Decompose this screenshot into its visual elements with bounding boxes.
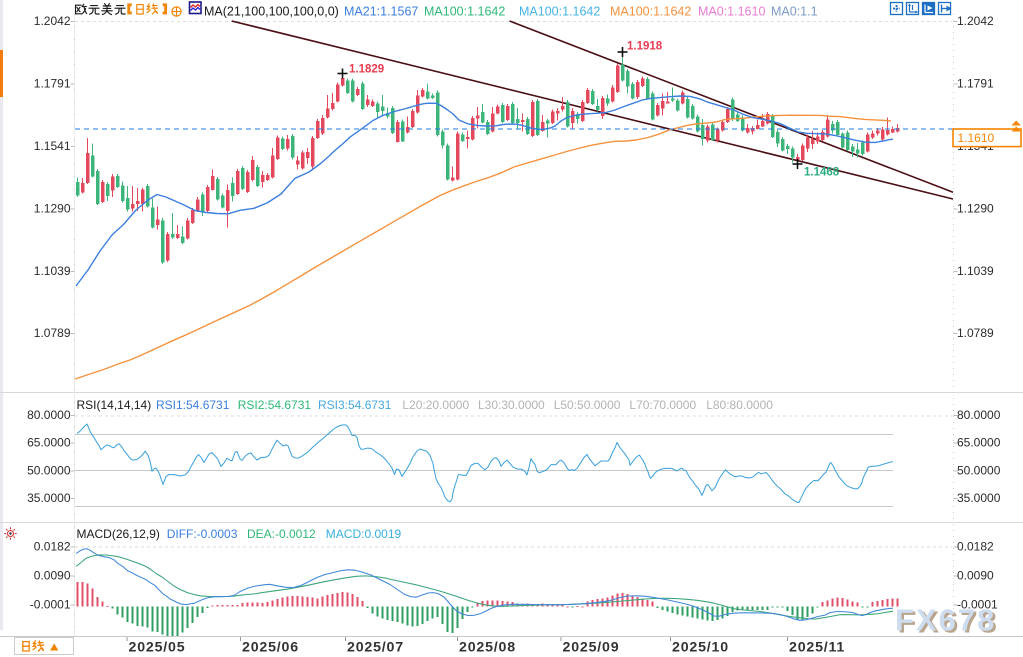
svg-text:1.1468: 1.1468: [804, 167, 840, 179]
svg-text:35.0000: 35.0000: [957, 491, 1001, 505]
svg-text:2025/08: 2025/08: [459, 640, 516, 656]
svg-text:1.0789: 1.0789: [34, 326, 71, 340]
svg-text:MA100:1.1642: MA100:1.1642: [610, 5, 691, 19]
svg-text:FX678: FX678: [898, 605, 999, 640]
svg-text:1.2042: 1.2042: [957, 14, 994, 28]
svg-text:RSI3:54.6731: RSI3:54.6731: [318, 398, 392, 412]
svg-text:2025/07: 2025/07: [347, 640, 404, 656]
svg-text:35.0000: 35.0000: [27, 491, 71, 505]
svg-text:1.0789: 1.0789: [957, 326, 994, 340]
svg-text:1.1791: 1.1791: [34, 77, 71, 91]
svg-text:MA0:1.1: MA0:1.1: [771, 5, 818, 19]
svg-text:MACD(26,12,9): MACD(26,12,9): [77, 527, 160, 541]
svg-text:-0.0001: -0.0001: [957, 597, 998, 611]
svg-text:1.1610: 1.1610: [958, 131, 995, 145]
svg-text:1.1039: 1.1039: [34, 264, 71, 278]
svg-text:80.0000: 80.0000: [27, 408, 71, 422]
svg-text:2025/09: 2025/09: [563, 640, 620, 656]
svg-text:RSI1:54.6731: RSI1:54.6731: [156, 398, 230, 412]
svg-text:MA100:1.1642: MA100:1.1642: [519, 5, 600, 19]
svg-text:50.0000: 50.0000: [27, 464, 71, 478]
svg-text:DIFF:-0.0003: DIFF:-0.0003: [167, 527, 238, 541]
svg-text:1.1541: 1.1541: [34, 139, 71, 153]
svg-text:0.0090: 0.0090: [957, 568, 994, 582]
svg-text:L80:80.0000: L80:80.0000: [706, 398, 773, 412]
svg-text:1.2042: 1.2042: [34, 14, 71, 28]
svg-text:RSI2:54.6731: RSI2:54.6731: [238, 398, 312, 412]
svg-text:2025/10: 2025/10: [672, 640, 729, 656]
svg-text:80.0000: 80.0000: [957, 408, 1001, 422]
svg-text:65.0000: 65.0000: [957, 436, 1001, 450]
svg-text:2025/05: 2025/05: [129, 640, 186, 656]
svg-text:RSI(14,14,14): RSI(14,14,14): [77, 398, 152, 412]
svg-text:2025/11: 2025/11: [789, 640, 845, 656]
svg-text:0.0182: 0.0182: [957, 539, 994, 553]
svg-text:1.1290: 1.1290: [34, 202, 71, 216]
svg-text:0.0182: 0.0182: [34, 539, 71, 553]
svg-text:2025/06: 2025/06: [242, 640, 299, 656]
svg-text:1.1918: 1.1918: [627, 41, 663, 53]
svg-text:1.1791: 1.1791: [957, 77, 994, 91]
svg-text:L20:20.0000: L20:20.0000: [402, 398, 469, 412]
svg-text:0.0090: 0.0090: [34, 568, 71, 582]
svg-text:MA0:1.1610: MA0:1.1610: [698, 5, 765, 19]
svg-text:MA100:1.1642: MA100:1.1642: [424, 5, 505, 19]
svg-text:1.1829: 1.1829: [349, 64, 384, 76]
svg-text:L30:30.0000: L30:30.0000: [478, 398, 545, 412]
svg-text:MACD:0.0019: MACD:0.0019: [326, 527, 402, 541]
svg-text:1.1039: 1.1039: [957, 264, 994, 278]
svg-text:L50:50.0000: L50:50.0000: [554, 398, 621, 412]
svg-text:-0.0001: -0.0001: [30, 597, 71, 611]
svg-text:FX678: FX678: [895, 603, 996, 638]
svg-text:50.0000: 50.0000: [957, 464, 1001, 478]
svg-text:1.1290: 1.1290: [957, 202, 994, 216]
svg-text:L70:70.0000: L70:70.0000: [629, 398, 696, 412]
svg-text:MA(21,100,100,100,0,0): MA(21,100,100,100,0,0): [204, 5, 339, 19]
svg-text:DEA:-0.0012: DEA:-0.0012: [247, 527, 316, 541]
svg-text:MA21:1.1567: MA21:1.1567: [344, 5, 418, 19]
svg-text:65.0000: 65.0000: [27, 436, 71, 450]
